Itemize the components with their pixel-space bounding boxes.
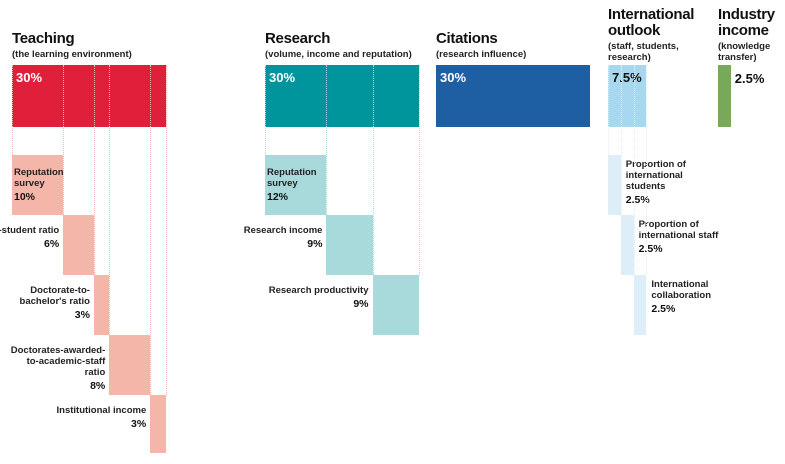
metric-box: [12, 155, 64, 215]
guide-line: [265, 65, 266, 155]
pillar-title: Industry income: [718, 6, 775, 39]
pillar-weight: 30%: [440, 70, 467, 85]
pillar-title: International outlook: [608, 6, 695, 39]
metric-label: Research income 9%: [222, 225, 323, 250]
pillar-title: Citations: [436, 30, 498, 47]
pillar-heading: Teaching (the learning environment): [12, 30, 212, 61]
guide-line: [150, 65, 152, 395]
pillar-subtitle: (the learning environment): [12, 49, 132, 60]
pillar-weight: 7.5%: [612, 70, 642, 85]
metric-weight: 2.5%: [651, 303, 676, 315]
pillar-bar: [436, 65, 590, 127]
pillar-bar: [608, 65, 647, 127]
guide-line: [93, 65, 95, 275]
metric-label: Reputation survey 10%: [14, 167, 75, 203]
metric-weight: 2.5%: [625, 194, 650, 206]
pillar-bar: [718, 65, 731, 127]
pillar-weight: 2.5%: [734, 71, 765, 86]
guide-line: [165, 65, 167, 395]
metric-name: Research income: [243, 225, 323, 236]
guide-line: [109, 65, 111, 335]
metric-box: [608, 155, 621, 215]
metric-weight: 9%: [307, 238, 323, 250]
metric-label: Proportion of international staff 2.5%: [639, 219, 719, 255]
metric-label: Proportion of international students 2.5%: [626, 159, 706, 206]
metric-label: Doctorates-awarded-to-academic-staff rat…: [5, 345, 106, 392]
pillar-heading: Research (volume, income and reputation): [265, 30, 435, 61]
guide-line: [418, 65, 420, 275]
metric-box: [326, 215, 373, 275]
guide-line: [12, 65, 13, 155]
metric-weight: 10%: [14, 191, 36, 203]
metric-name: Reputation survey: [267, 167, 317, 189]
metric-weight: 12%: [267, 191, 289, 203]
pillar-subtitle: (volume, income and reputation): [265, 49, 412, 60]
pillar-heading: Industry income (knowledge transfer): [718, 6, 780, 64]
metric-weight: 8%: [90, 380, 106, 392]
pillar-heading: International outlook (staff, students, r…: [608, 6, 706, 64]
pillar-subtitle: (staff, students, research): [608, 41, 679, 63]
pillar-weight: 30%: [16, 70, 43, 85]
metric-name: Reputation survey: [14, 167, 64, 189]
guide-line: [326, 65, 328, 215]
metric-box: [63, 215, 94, 275]
metric-box: [620, 215, 634, 275]
pillar-bar: [265, 65, 419, 127]
pillar-title: Research: [265, 30, 331, 47]
metric-name: Institutional income: [56, 405, 147, 416]
metric-box: [372, 275, 419, 335]
pillar-weight: 30%: [269, 70, 296, 85]
metric-name: Doctorate-to-bachelor's ratio: [19, 285, 90, 307]
metric-weight: 9%: [353, 298, 369, 310]
metric-label: Staff-to-student ratio 6%: [0, 225, 59, 250]
guide-line: [372, 65, 374, 275]
metric-box: [150, 395, 166, 453]
guide-line: [608, 65, 609, 155]
metric-name: Research productivity: [268, 285, 369, 296]
metric-box: [265, 155, 327, 215]
metric-weight: 3%: [74, 309, 90, 321]
metric-label: Doctorate-to-bachelor's ratio 3%: [0, 285, 90, 321]
metric-label: Institutional income 3%: [46, 405, 147, 430]
guide-line: [620, 65, 622, 215]
metric-weight: 2.5%: [638, 243, 663, 255]
metric-label: Reputation survey 12%: [267, 167, 338, 203]
metric-name: Proportion of international staff: [638, 219, 719, 241]
pillar-bar: [12, 65, 166, 127]
metric-name: Proportion of international students: [625, 159, 686, 192]
metric-box: [93, 275, 110, 335]
pillar-heading: Citations (research influence): [436, 30, 596, 61]
pillar-subtitle: (knowledge transfer): [718, 41, 771, 63]
guide-line: [633, 65, 635, 275]
metric-weight: 6%: [44, 238, 60, 250]
guide-line: [646, 65, 648, 275]
pillar-subtitle: (research influence): [436, 49, 527, 60]
metric-name: Staff-to-student ratio: [0, 225, 60, 236]
metric-weight: 3%: [131, 418, 147, 430]
metric-name: International collaboration: [651, 279, 712, 301]
metric-name: Doctorates-awarded-to-academic-staff rat…: [10, 345, 106, 378]
metric-box: [633, 275, 647, 335]
metric-box: [109, 335, 151, 395]
guide-line: [63, 65, 65, 215]
pillar-title: Teaching: [12, 30, 75, 47]
metric-label: International collaboration 2.5%: [651, 279, 731, 315]
metric-label: Research productivity 9%: [269, 285, 369, 310]
